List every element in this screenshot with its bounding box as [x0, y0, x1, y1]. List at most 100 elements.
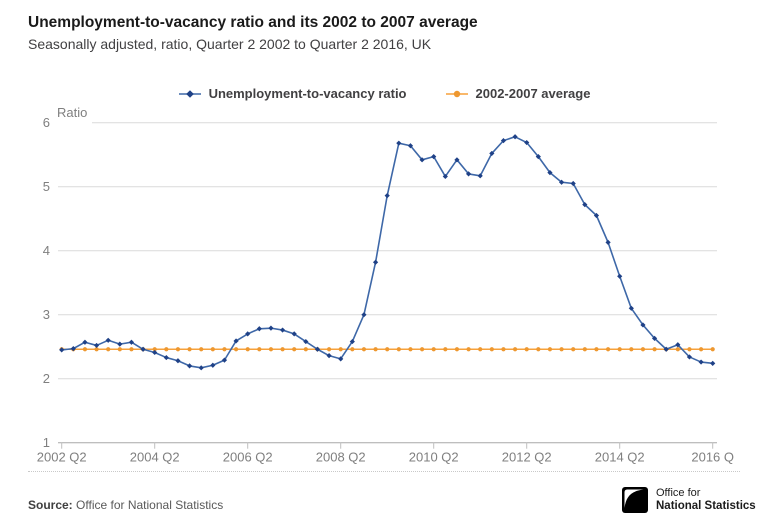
average-marker — [512, 347, 518, 352]
ons-logo-text: Office for National Statistics — [656, 487, 756, 513]
ratio-marker — [617, 273, 623, 279]
average-marker — [222, 347, 227, 352]
average-marker — [419, 347, 425, 352]
ratio-marker — [338, 356, 344, 362]
y-axis-title: Ratio — [57, 105, 87, 120]
ratio-marker — [558, 179, 565, 185]
average-marker — [187, 347, 192, 352]
ratio-marker — [442, 173, 448, 180]
ratio-marker — [210, 362, 216, 368]
ratio-marker — [419, 157, 425, 163]
ratio-marker — [698, 359, 704, 365]
ratio-line — [61, 135, 713, 369]
ratio-marker — [326, 353, 332, 359]
average-marker — [303, 347, 308, 352]
average-marker — [629, 347, 634, 352]
x-tick-label: 2010 Q2 — [409, 450, 459, 465]
average-marker — [350, 347, 355, 352]
ratio-marker — [407, 143, 414, 149]
average-marker — [524, 347, 529, 352]
ratio-marker — [535, 154, 541, 160]
average-marker — [117, 347, 122, 352]
average-marker — [152, 347, 157, 352]
ratio-marker — [268, 325, 274, 331]
ratio-marker — [128, 339, 135, 345]
ratio-marker — [512, 134, 518, 140]
ratio-marker — [105, 337, 111, 343]
average-marker — [559, 347, 564, 352]
average-marker — [129, 347, 134, 352]
ratio-marker — [489, 150, 495, 157]
ratio-marker — [431, 154, 437, 160]
ratio-marker — [152, 349, 158, 356]
ratio-marker — [465, 171, 472, 177]
ratio-marker — [233, 338, 239, 344]
ratio-marker — [524, 139, 530, 146]
average-marker — [605, 347, 611, 352]
average-marker — [454, 347, 460, 352]
average-marker — [710, 347, 715, 352]
y-tick-label: 2 — [43, 371, 50, 386]
legend-marker-average-icon — [445, 90, 468, 97]
average-marker — [675, 347, 680, 352]
ratio-marker — [582, 202, 588, 208]
ratio-marker — [570, 180, 576, 187]
legend-label-average: 2002-2007 average — [475, 86, 591, 101]
ratio-marker — [372, 259, 379, 265]
ratio-marker — [663, 346, 669, 352]
x-tick-label: 2012 Q2 — [502, 450, 552, 465]
ratio-marker — [710, 360, 716, 366]
x-tick-label: 2002 Q2 — [37, 450, 87, 465]
average-marker — [257, 347, 262, 352]
average-marker — [640, 347, 646, 352]
average-marker — [478, 347, 483, 352]
average-marker — [233, 347, 239, 352]
page-subtitle: Seasonally adjusted, ratio, Quarter 2 20… — [28, 36, 432, 52]
average-marker — [652, 347, 657, 352]
ratio-marker — [70, 346, 76, 352]
ratio-marker — [686, 354, 693, 360]
ratio-marker — [640, 322, 646, 328]
ratio-marker — [256, 326, 262, 332]
ratio-marker — [384, 193, 390, 199]
ratio-marker — [593, 212, 600, 219]
source-value: Office for National Statistics — [76, 498, 224, 512]
ratio-marker — [186, 363, 193, 369]
ons-logo-mark-icon — [622, 487, 648, 513]
ratio-marker — [314, 346, 321, 352]
ratio-marker — [93, 342, 100, 349]
ratio-marker — [198, 365, 204, 371]
legend-marker-ratio-icon — [178, 89, 201, 98]
average-marker — [536, 347, 541, 352]
y-tick-label: 6 — [43, 115, 50, 130]
ons-logo-line2: National Statistics — [656, 500, 756, 512]
average-marker — [443, 347, 448, 352]
ratio-marker — [163, 354, 169, 361]
average-marker — [326, 347, 332, 352]
ratio-marker — [221, 357, 228, 363]
ratio-marker — [675, 342, 681, 348]
average-marker — [687, 347, 692, 352]
average-marker — [292, 347, 297, 352]
footer-divider — [28, 471, 740, 472]
legend-label-ratio: Unemployment-to-vacancy ratio — [208, 86, 407, 101]
ratio-marker — [651, 335, 658, 341]
average-marker — [489, 347, 494, 352]
ons-logo-line1: Office for — [656, 487, 701, 499]
average-marker — [280, 347, 285, 352]
legend-item-ratio: Unemployment-to-vacancy ratio — [178, 86, 407, 101]
average-marker — [245, 347, 250, 352]
ratio-marker — [454, 157, 460, 163]
ratio-marker — [477, 173, 483, 179]
average-marker — [82, 347, 88, 352]
x-tick-label: 2016 Q — [691, 450, 734, 465]
average-marker — [547, 347, 553, 352]
ratio-marker — [117, 341, 123, 347]
ratio-marker — [361, 312, 367, 318]
y-tick-label: 4 — [43, 243, 50, 258]
ratio-marker — [175, 358, 181, 364]
chart-legend: Unemployment-to-vacancy ratio 2002-2007 … — [0, 86, 768, 101]
legend-item-average: 2002-2007 average — [445, 86, 591, 101]
average-marker — [385, 347, 390, 352]
average-marker — [582, 347, 587, 352]
